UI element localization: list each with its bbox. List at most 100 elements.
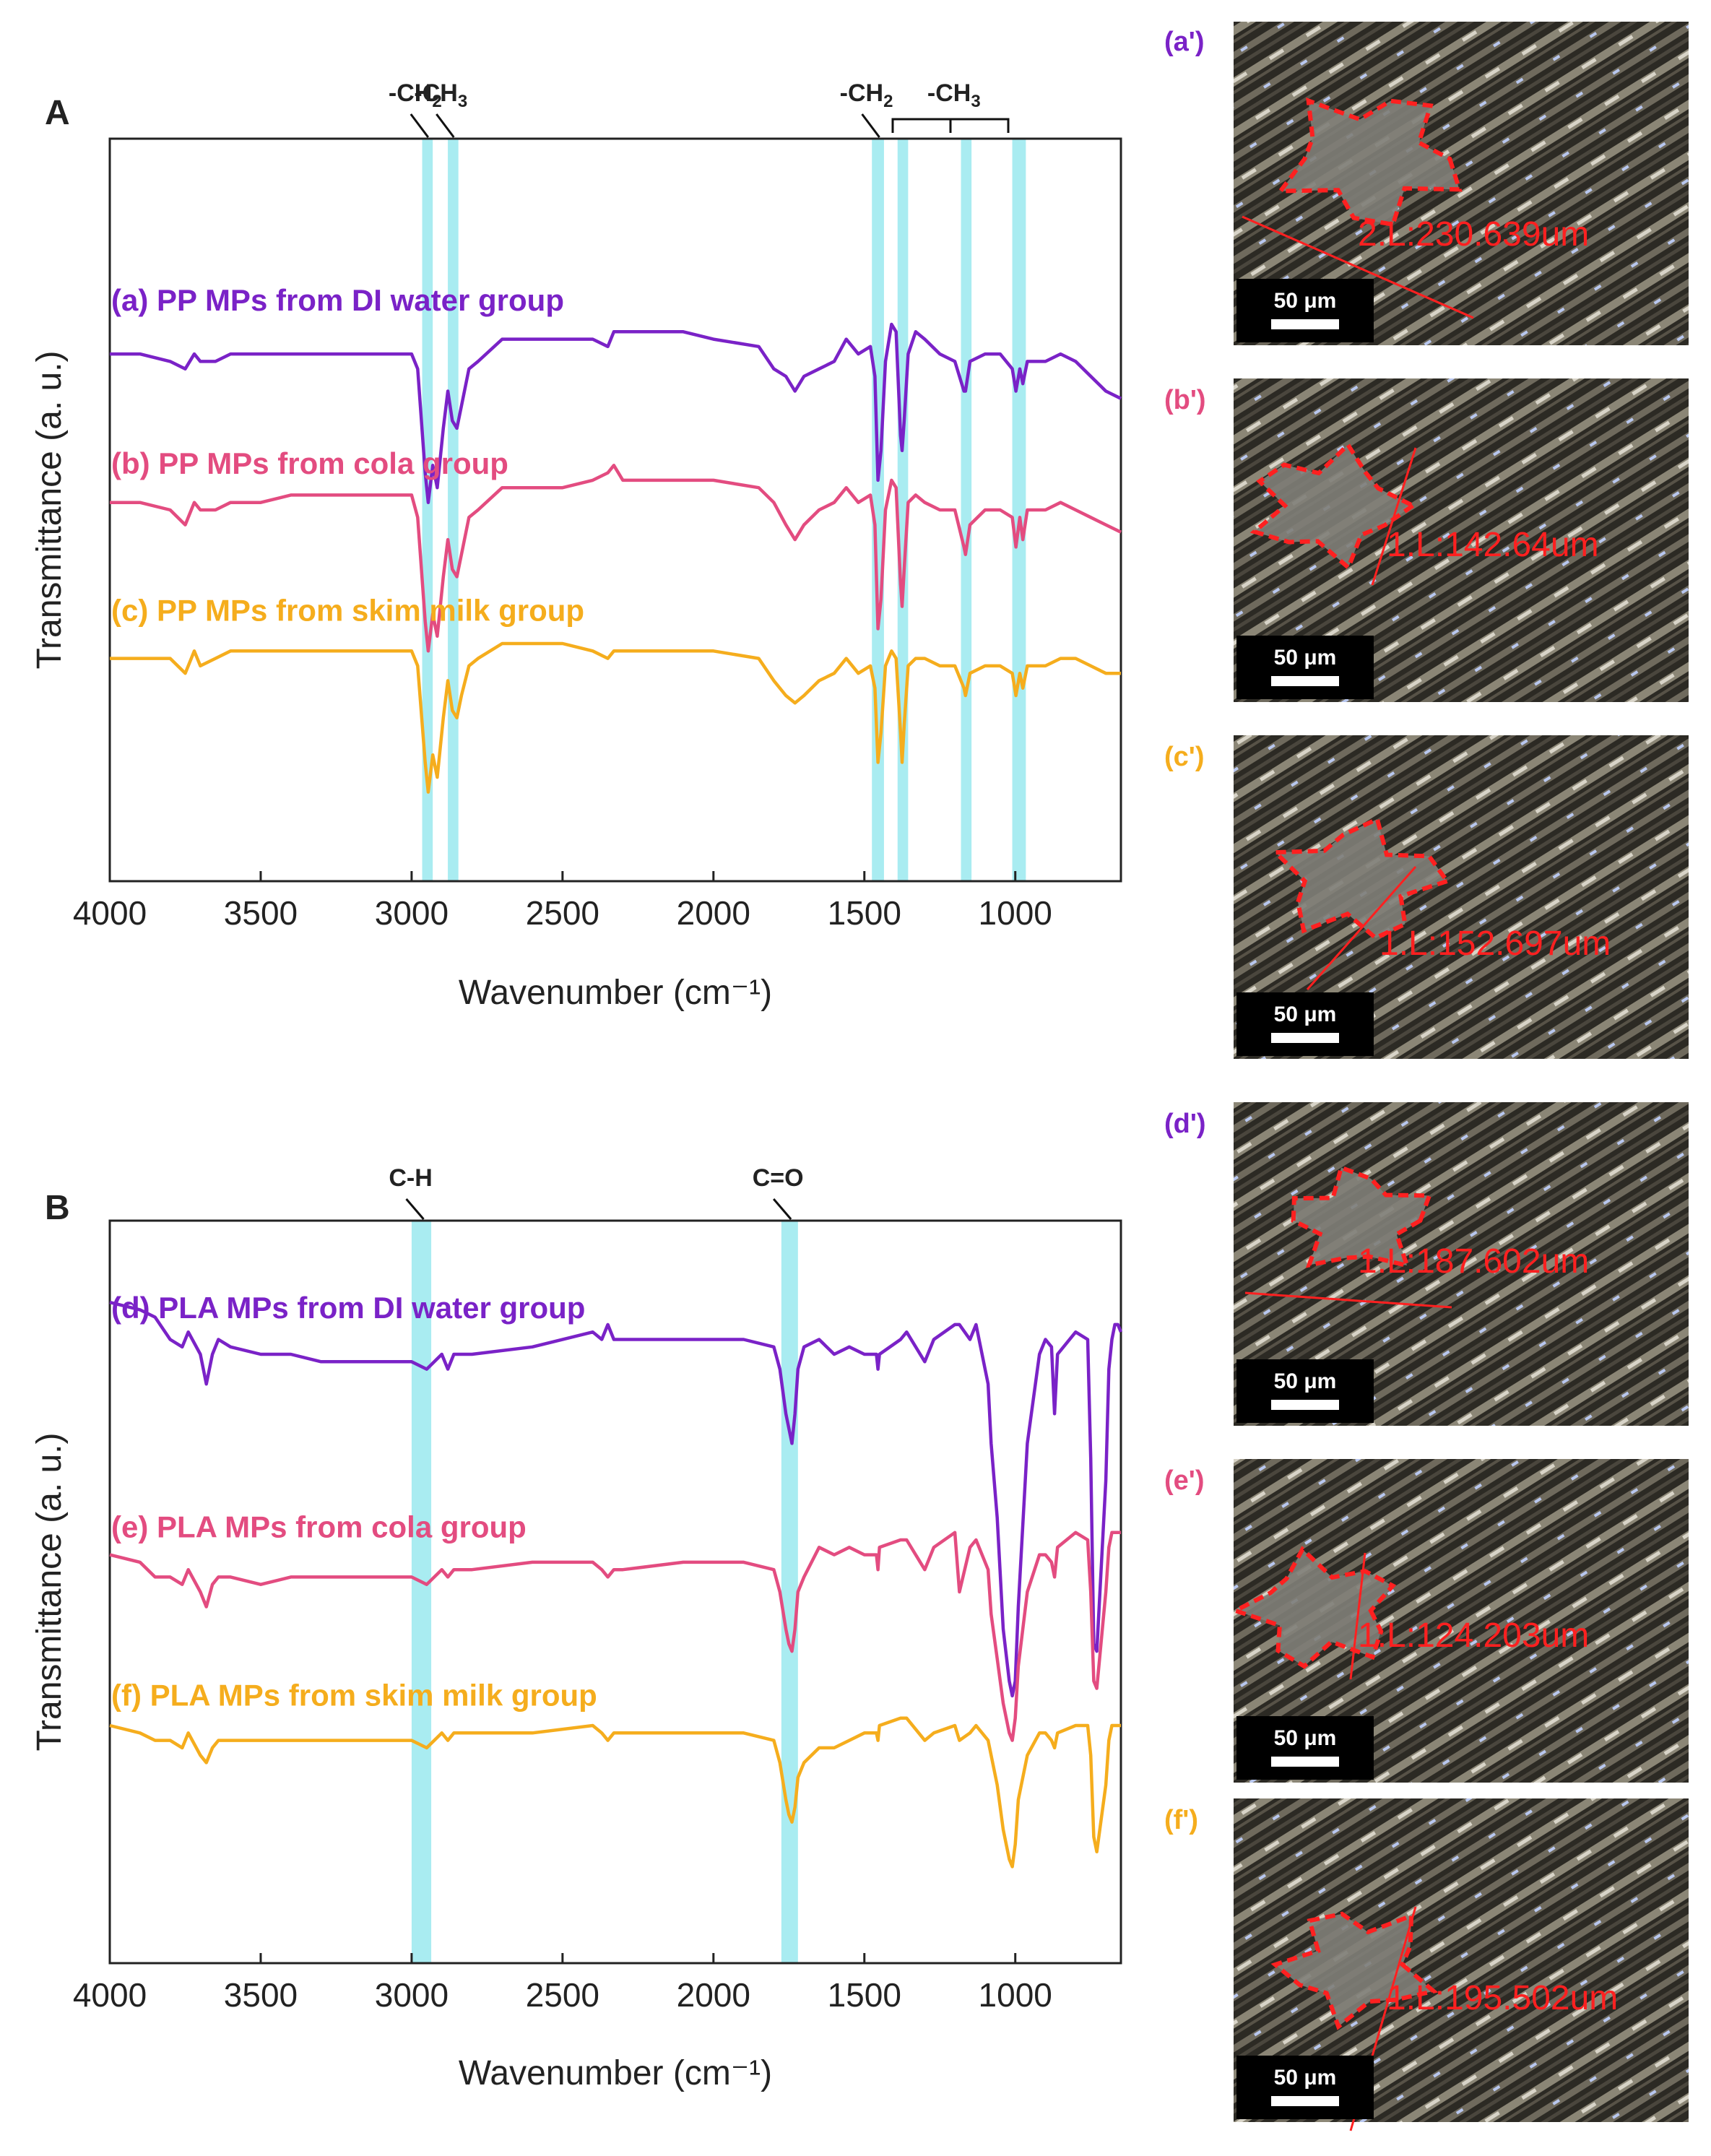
panel-a-series xyxy=(110,322,1122,794)
panel-a-series-labels: (a) PP MPs from DI water group (b) PP MPs… xyxy=(111,283,584,628)
x-tick-label: 2500 xyxy=(526,894,599,932)
particle-outline xyxy=(1229,1546,1397,1669)
x-tick-label: 4000 xyxy=(73,1976,147,2014)
x-tick-label: 1500 xyxy=(828,894,901,932)
scale-bar-box xyxy=(1236,992,1374,1056)
band-label-subscript: 2 xyxy=(883,92,893,111)
measurement-line xyxy=(1306,866,1417,990)
scale-bar-box xyxy=(1236,636,1374,699)
band-label: -CH3 xyxy=(927,79,981,111)
micrograph-label: (b') xyxy=(1164,385,1206,415)
band-label: C-H xyxy=(389,1164,432,1192)
panel-a-ftir-chart: A -CH2-CH3 -CH2 -CH3 (a) PP MPs from DI wa… xyxy=(30,79,1122,1012)
micrograph-1: (a') 2.L:230.639um 50 μm xyxy=(1164,22,1689,345)
series-line-2 xyxy=(110,641,1121,794)
scale-bar-box xyxy=(1236,1359,1374,1423)
panel-b-y-axis-label: Transmittance (a. u.) xyxy=(30,1432,69,1751)
measurement-label: 1.L:142.64um xyxy=(1387,526,1599,564)
measurement-label: 1.L:124.203um xyxy=(1358,1616,1589,1655)
panel-b-band-labels: C-H C=O xyxy=(389,1164,804,1220)
x-tick-label: 2000 xyxy=(677,1976,750,2014)
x-tick-label: 3500 xyxy=(224,1976,298,2014)
micrograph-3: (c') 1.L:152.697um 50 μm xyxy=(1164,735,1689,1059)
highlight-band xyxy=(781,1221,798,1963)
x-tick-label: 3500 xyxy=(224,894,298,932)
x-tick-label: 1500 xyxy=(828,1976,901,2014)
x-tick-label: 3000 xyxy=(375,894,449,932)
scale-bar xyxy=(1271,1033,1339,1043)
highlight-band xyxy=(411,1221,432,1963)
band-leader-line xyxy=(436,113,455,138)
band-label-subscript: 3 xyxy=(971,92,980,111)
scale-bar xyxy=(1271,2096,1339,2106)
scale-bar-box xyxy=(1236,279,1374,342)
band-label: -CH3 xyxy=(414,79,467,111)
particle-outline xyxy=(1270,815,1451,941)
panel-b-series xyxy=(109,1300,1123,1869)
micrograph-label: (a') xyxy=(1164,27,1204,57)
scale-bar-label: 50 μm xyxy=(1274,1003,1337,1026)
scale-bar-label: 50 μm xyxy=(1274,1726,1337,1750)
panel-b-series-labels: (d) PLA MPs from DI water group (e) PLA M… xyxy=(111,1291,597,1713)
series-label-2: (f) PLA MPs from skim milk group xyxy=(111,1679,597,1713)
micrograph-label: (d') xyxy=(1164,1109,1206,1139)
series-line-1 xyxy=(110,464,1122,653)
highlight-band xyxy=(422,139,433,881)
panel-b-x-axis-label: Wavenumber (cm⁻¹) xyxy=(459,2054,772,2092)
micrograph-2: (b') 1.L:142.64um 50 μm xyxy=(1164,378,1689,702)
band-label: -CH2 xyxy=(840,79,893,111)
measurement-label: 1.L:195.502um xyxy=(1387,1979,1618,2017)
micrograph-label: (e') xyxy=(1164,1466,1204,1496)
band-leader-line xyxy=(405,1198,425,1220)
panel-b-x-ticks: 4000 3500 3000 2500 2000 1500 1000 xyxy=(73,1953,1052,2014)
series-line-0 xyxy=(110,322,1122,504)
band-leader-line xyxy=(861,113,880,138)
particle-outline xyxy=(1275,98,1463,228)
measurement-line xyxy=(1242,215,1474,319)
measurement-line xyxy=(1349,1552,1366,1680)
series-line-0 xyxy=(109,1300,1123,1698)
scale-bar xyxy=(1271,319,1339,329)
series-line-1 xyxy=(109,1531,1121,1742)
micrograph-label: (c') xyxy=(1164,742,1204,772)
band-label-subscript: 3 xyxy=(458,92,467,111)
panel-a-band-brackets xyxy=(891,118,1010,133)
panel-a-frame xyxy=(108,137,1122,883)
band-label: C=O xyxy=(753,1164,804,1192)
micrograph-label: (f') xyxy=(1164,1805,1198,1835)
x-tick-label: 3000 xyxy=(375,1976,449,2014)
band-leader-line xyxy=(772,1198,792,1220)
scale-bar-box xyxy=(1236,1716,1374,1780)
x-tick-label: 2000 xyxy=(677,894,750,932)
band-label-subscript: 2 xyxy=(432,92,441,111)
measurement-label: 1.L:187.602um xyxy=(1358,1242,1589,1281)
measurement-label: 1.L:152.697um xyxy=(1379,925,1611,963)
series-label-1: (e) PLA MPs from cola group xyxy=(111,1510,527,1544)
series-line-2 xyxy=(109,1716,1121,1869)
scale-bar xyxy=(1271,1400,1339,1410)
micrograph-column: (a') 2.L:230.639um 50 μm (b') 1.L:142.64um 50… xyxy=(1164,22,1689,2131)
series-label-1: (b) PP MPs from cola group xyxy=(111,446,508,480)
highlight-band xyxy=(448,139,459,881)
x-tick-label: 2500 xyxy=(526,1976,599,2014)
panel-a-highlight-bands xyxy=(422,139,1026,881)
panel-b-ftir-chart: B C-H C=O (d) PLA MPs from DI water group… xyxy=(30,1164,1123,2092)
panel-a-x-axis-label: Wavenumber (cm⁻¹) xyxy=(459,974,772,1012)
scale-bar-label: 50 μm xyxy=(1274,2066,1337,2090)
panel-a-y-axis-label: Transmittance (a. u.) xyxy=(30,350,69,669)
panel-b-letter: B xyxy=(45,1189,70,1227)
measurement-line xyxy=(1371,447,1417,586)
scale-bar-label: 50 μm xyxy=(1274,289,1337,313)
panel-a-letter: A xyxy=(45,94,70,132)
particle-outline xyxy=(1291,1164,1433,1269)
measurement-label: 2.L:230.639um xyxy=(1358,215,1589,254)
x-tick-label: 1000 xyxy=(979,894,1052,932)
highlight-band xyxy=(1012,139,1026,881)
x-tick-label: 4000 xyxy=(73,894,147,932)
x-tick-label: 1000 xyxy=(979,1976,1052,2014)
micrograph-6: (f') 1.L:195.502um 50 μm xyxy=(1164,1798,1689,2131)
scale-bar-box xyxy=(1236,2056,1374,2119)
micrograph-5: (e') 1.L:124.203um 50 μm xyxy=(1164,1459,1689,1783)
panel-a-x-ticks: 4000 3500 3000 2500 2000 1500 1000 xyxy=(73,871,1052,932)
